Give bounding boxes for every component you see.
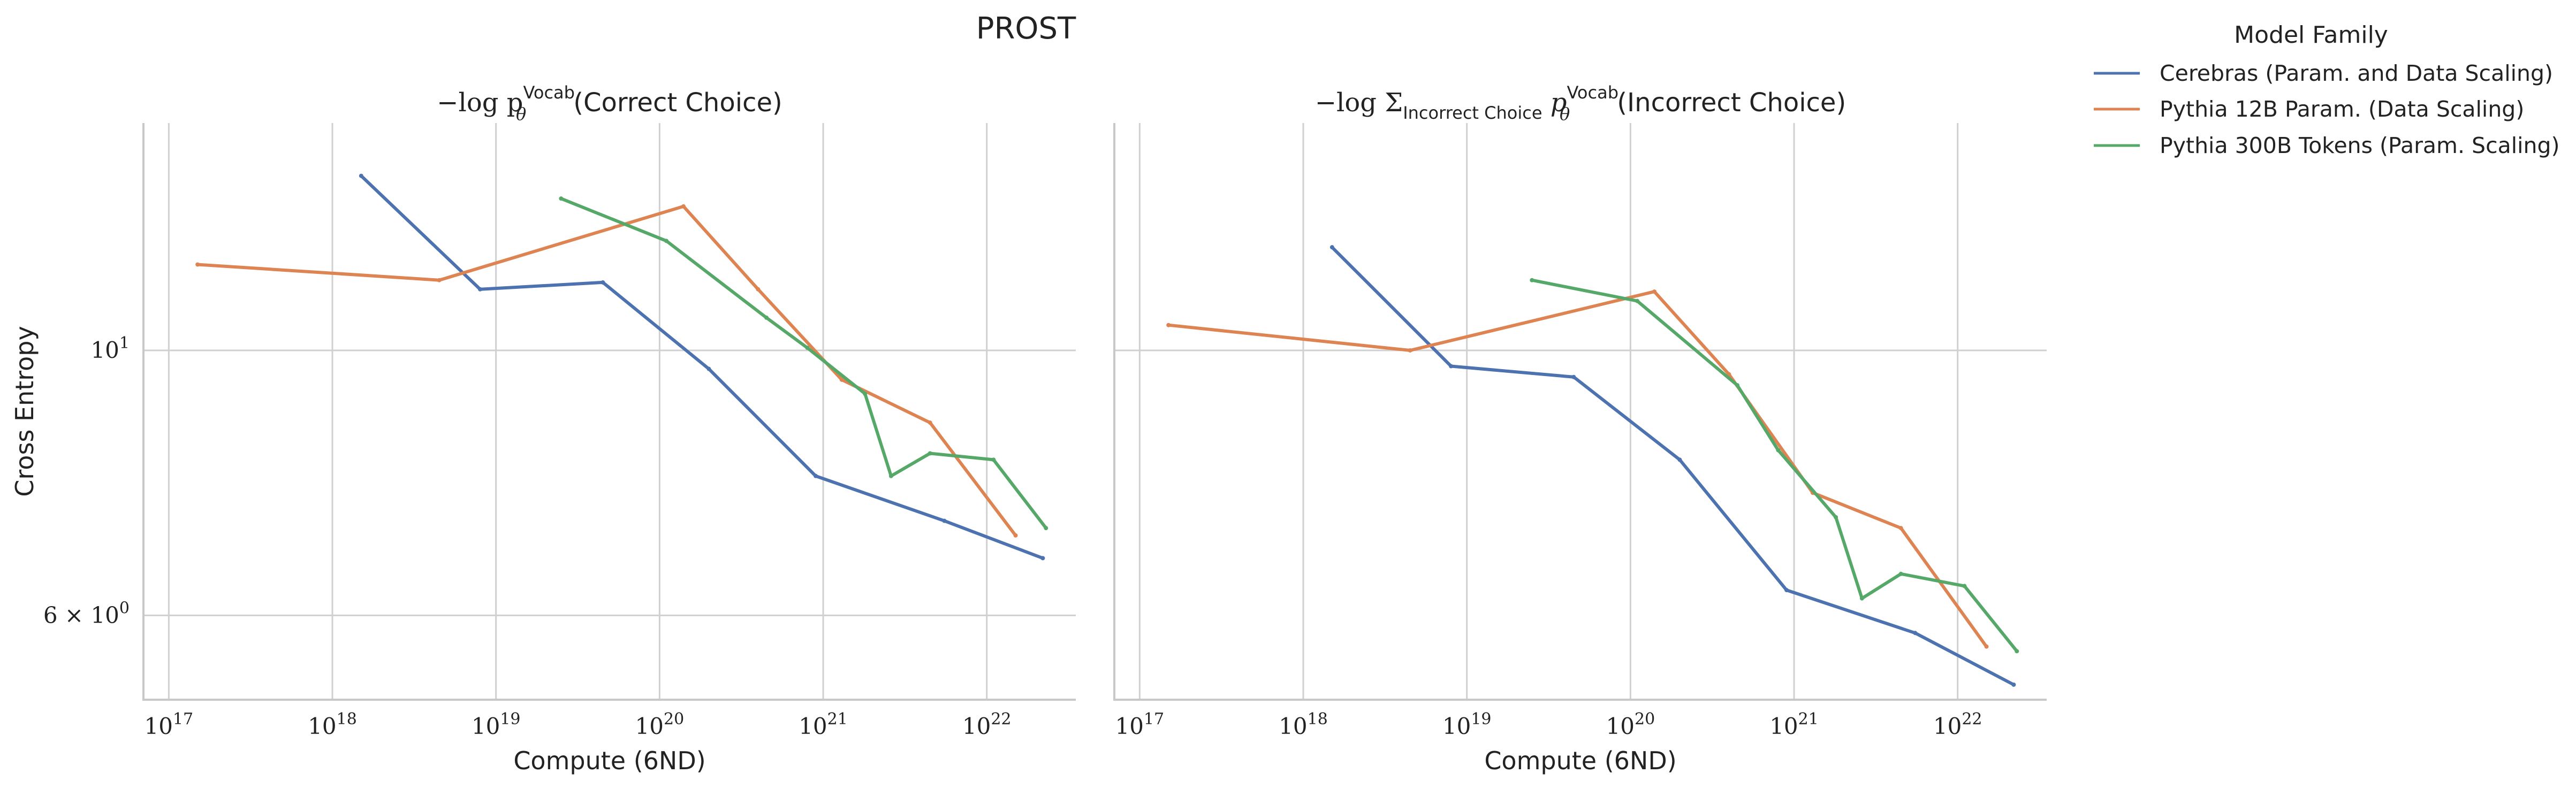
- data-point: [1859, 596, 1864, 601]
- data-point: [764, 315, 769, 320]
- legend-label-pythia-12b: Pythia 12B Param. (Data Scaling): [2160, 96, 2524, 122]
- data-point: [839, 377, 844, 382]
- data-point: [888, 473, 893, 478]
- x-tick-label: 1018: [1279, 710, 1328, 739]
- data-point: [991, 457, 996, 462]
- x-tick-label: 1020: [1606, 710, 1655, 739]
- x-tick-label: 1017: [1115, 710, 1165, 739]
- data-point: [437, 278, 442, 282]
- data-point: [1635, 298, 1640, 303]
- data-point: [805, 346, 810, 350]
- data-point: [1735, 383, 1740, 388]
- legend-title: Model Family: [2234, 21, 2388, 49]
- legend-entry-pythia-300b: Pythia 300B Tokens (Param. Scaling): [2094, 133, 2560, 158]
- data-point: [359, 173, 363, 178]
- x-tick-label: 1022: [962, 710, 1012, 739]
- data-point: [1013, 533, 1018, 538]
- figure-title: PROST: [976, 11, 1076, 46]
- panel-title: −log ΣIncorrect Choice pVocab θ (Incorrect…: [1315, 82, 1846, 124]
- data-point: [706, 366, 711, 371]
- data-point: [814, 473, 818, 478]
- data-point: [1329, 245, 1334, 250]
- data-point: [478, 287, 483, 292]
- data-point: [559, 196, 564, 201]
- data-point: [1449, 364, 1454, 369]
- x-tick-label: 1020: [635, 710, 685, 739]
- data-point: [1984, 644, 1989, 649]
- data-point: [2015, 649, 2019, 654]
- x-tick-label: 1021: [1769, 710, 1819, 739]
- data-point: [1898, 571, 1903, 576]
- data-point: [756, 287, 761, 292]
- y-axis-label: Cross Entropy: [10, 326, 39, 496]
- data-point: [1408, 348, 1412, 353]
- x-tick-label: 1021: [799, 710, 848, 739]
- data-point: [2011, 682, 2016, 687]
- data-point: [1530, 278, 1534, 282]
- x-tick-label: 1022: [1933, 710, 1982, 739]
- panel-incorrect-choice: 1017 1018 1019 1020 1021 1022 Compute (6ND) −lo…: [1113, 82, 2047, 775]
- y-tick-label: 6 × 100: [43, 599, 130, 628]
- x-axis-label: Compute (6ND): [1484, 746, 1676, 775]
- x-tick-label: 1018: [308, 710, 357, 739]
- data-point: [928, 451, 932, 456]
- data-point: [601, 280, 605, 285]
- x-tick-label: 1019: [472, 710, 521, 739]
- data-point: [1776, 448, 1781, 453]
- legend-entry-cerebras: Cerebras (Param. and Data Scaling): [2094, 60, 2553, 86]
- data-point: [1040, 556, 1045, 561]
- legend-label-pythia-300b: Pythia 300B Tokens (Param. Scaling): [2160, 133, 2560, 158]
- data-point: [1571, 374, 1576, 379]
- data-point: [1166, 323, 1171, 327]
- data-point: [664, 239, 669, 243]
- data-point: [1677, 457, 1682, 462]
- panel-correct-choice: 1017 1018 1019 1020 1021 1022 101 6 × 100 Comput…: [10, 82, 1076, 775]
- data-point: [1784, 588, 1789, 593]
- legend-label-cerebras: Cerebras (Param. and Data Scaling): [2160, 60, 2553, 86]
- data-point: [1834, 515, 1838, 519]
- data-point: [195, 262, 200, 267]
- data-point: [1913, 631, 1918, 636]
- data-point: [1898, 526, 1903, 531]
- y-tick-label: 101: [90, 334, 130, 363]
- data-point: [1962, 584, 1967, 588]
- x-tick-label: 1017: [145, 710, 194, 739]
- data-point: [942, 518, 947, 523]
- legend-entry-pythia-12b: Pythia 12B Param. (Data Scaling): [2094, 96, 2524, 122]
- data-point: [928, 420, 932, 425]
- data-point: [1652, 289, 1657, 294]
- x-axis-label: Compute (6ND): [513, 746, 705, 775]
- x-tick-label: 1019: [1442, 710, 1492, 739]
- data-point: [1044, 526, 1048, 531]
- data-point: [863, 391, 868, 396]
- legend: Model Family Cerebras (Param. and Data S…: [2094, 21, 2560, 158]
- data-point: [681, 204, 686, 209]
- panel-title: −log pVocab θ (Correct Choice): [437, 82, 782, 124]
